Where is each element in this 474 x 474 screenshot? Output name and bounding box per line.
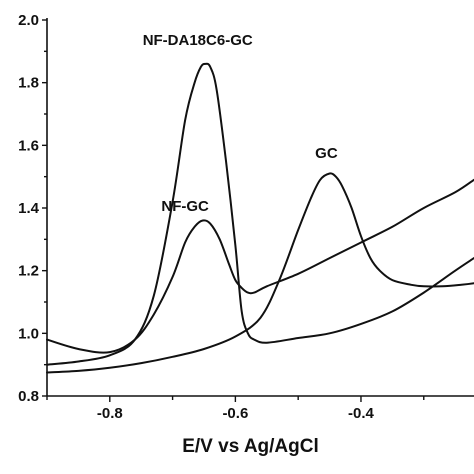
y-tick-label: 1.2 [18, 263, 39, 280]
curve-series-0 [46, 62, 474, 366]
x-tick-label: -0.4 [348, 405, 375, 422]
curve-label: GC [315, 145, 338, 162]
y-tick-label: 0.8 [18, 388, 39, 405]
x-tick-label: -0.8 [97, 405, 123, 422]
y-tick-label: 1.4 [18, 200, 40, 217]
curve-series-1 [46, 178, 474, 354]
curve-label: NF-DA18C6-GC [143, 32, 253, 49]
curves-layer [46, 62, 474, 374]
y-tick-label: 1.8 [18, 75, 39, 92]
axes-layer [46, 18, 474, 397]
y-tick-label: 1.0 [18, 325, 39, 342]
y-tick-label: 1.6 [18, 137, 39, 154]
ticks-layer: 0.8 1.0 1.2 1.4 1.6 1.8 2.0 -0.8 -0.6 -0.4 [18, 12, 425, 422]
x-axis-title: E/V vs Ag/AgCl [182, 436, 319, 457]
curve-series-2 [46, 172, 474, 374]
annotations-layer: NF-DA18C6-GC NF-GC GC [143, 32, 338, 215]
x-tick-label: -0.6 [222, 405, 248, 422]
curve-label: NF-GC [161, 198, 209, 215]
y-tick-label: 2.0 [18, 12, 39, 29]
